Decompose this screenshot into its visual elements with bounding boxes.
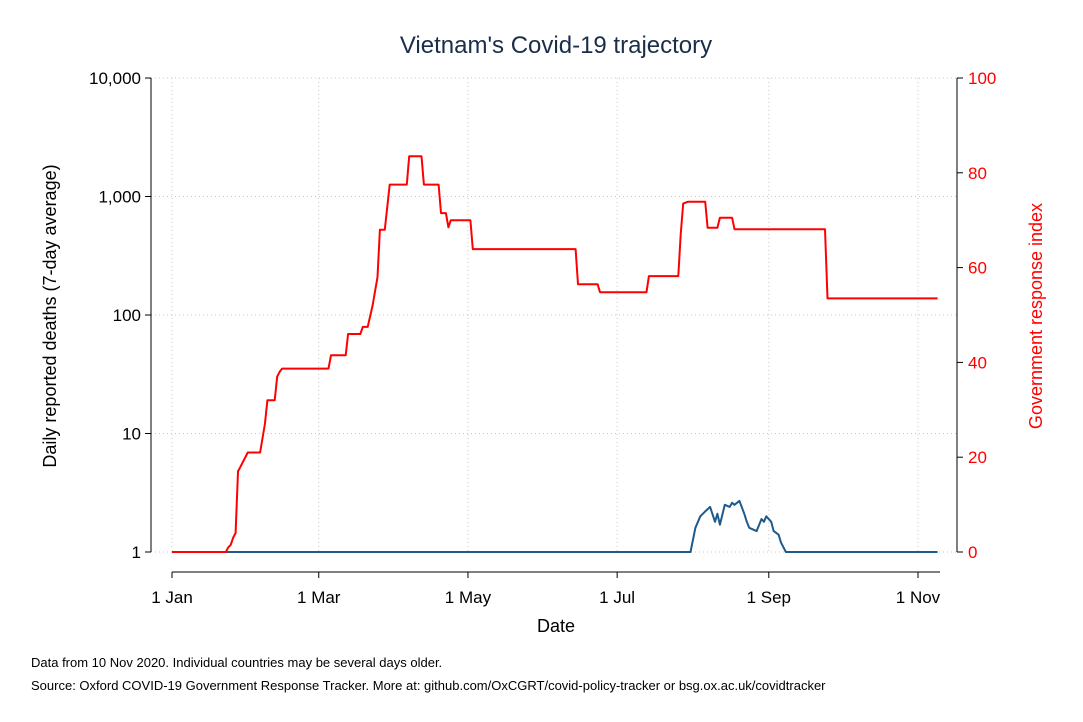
response-index-series-line <box>172 155 938 553</box>
grid-lines <box>151 77 957 553</box>
y-left-tick-label: 1 <box>132 543 141 562</box>
y-right-tick-label: 20 <box>968 448 987 467</box>
footnote-data-date: Data from 10 Nov 2020. Individual countr… <box>31 655 443 670</box>
footnote-source: Source: Oxford COVID-19 Government Respo… <box>31 678 826 693</box>
y-right-tick-label: 40 <box>968 353 987 372</box>
y-right-tick-label: 0 <box>968 543 977 562</box>
x-axis-label: Date <box>537 616 575 636</box>
series-lines <box>172 155 938 553</box>
x-tick-label: 1 May <box>445 588 492 607</box>
y-axis-left-label: Daily reported deaths (7-day average) <box>40 164 60 467</box>
chart-title: Vietnam's Covid-19 trajectory <box>400 32 712 59</box>
x-tick-label: 1 Sep <box>747 588 791 607</box>
y-left-tick-label: 10,000 <box>89 69 141 88</box>
deaths-series-line <box>172 499 938 553</box>
y-left-tick-label: 10 <box>122 425 141 444</box>
y-axis-right-label: Government response index <box>1026 203 1046 429</box>
chart-svg: Vietnam's Covid-19 trajectory 1 10 100 1,00… <box>40 32 1046 636</box>
y-right-tick-label: 100 <box>968 69 996 88</box>
x-tick-label: 1 Nov <box>896 588 941 607</box>
x-tick-label: 1 Jul <box>599 588 635 607</box>
y-right-tick-label: 60 <box>968 259 987 278</box>
x-tick-label: 1 Mar <box>297 588 341 607</box>
axes: 1 10 100 1,000 10,000 0 20 40 60 80 100 1 Jan 1 Mar 1… <box>89 69 996 607</box>
x-tick-label: 1 Jan <box>151 588 193 607</box>
y-left-tick-label: 1,000 <box>98 188 141 207</box>
y-right-tick-label: 80 <box>968 164 987 183</box>
y-left-tick-label: 100 <box>113 306 141 325</box>
